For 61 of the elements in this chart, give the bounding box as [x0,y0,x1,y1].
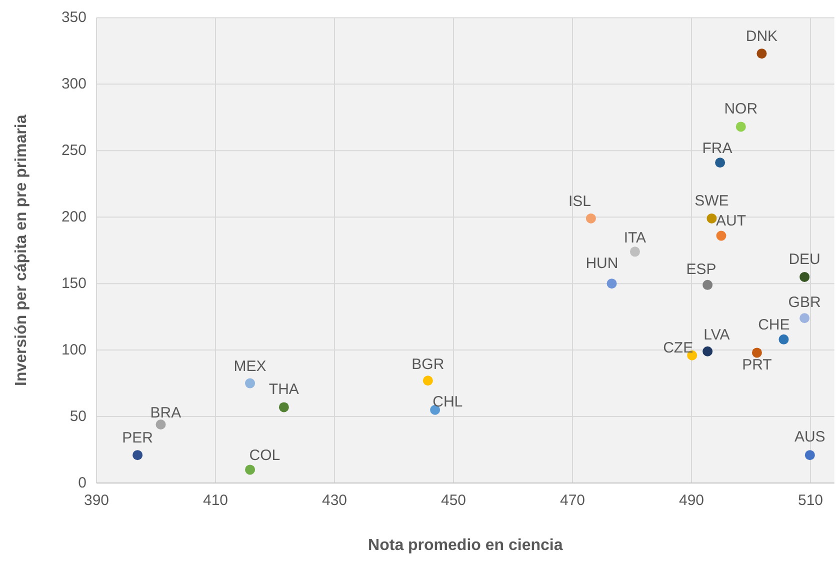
series-label: MEX [234,358,266,375]
series-label: CHL [432,394,463,411]
point [156,420,166,430]
series-label: COL [249,446,280,464]
point [278,402,289,412]
series-label: FRA [702,140,732,157]
series-label: ESP [686,260,716,278]
y-tick-label: 50 [70,408,86,426]
x-tick-label: 430 [322,492,348,509]
point [715,158,726,168]
point [778,334,789,344]
series-label: CZE [663,340,694,357]
series-label: PER [122,430,154,447]
point [630,246,640,257]
series-label: DEU [788,250,820,268]
x-axis-title: Nota promedio en ciencia [368,537,563,554]
y-tick-label: 200 [61,208,86,226]
point [245,378,256,388]
x-tick-label: 410 [202,492,228,509]
series-label: GBR [788,294,821,312]
y-tick-label: 150 [61,275,86,292]
point [606,278,617,289]
point [706,213,717,224]
series-label: CHE [758,316,790,334]
point [422,376,433,386]
series-label: SWE [694,192,729,210]
series-label: NOR [724,100,758,118]
point [800,272,810,282]
series-label: AUS [794,428,826,446]
y-tick-label: 300 [61,76,86,93]
y-tick-label: 350 [61,9,86,26]
point [586,213,596,224]
point [752,348,762,358]
y-tick-label: 100 [61,342,86,359]
point [702,280,713,290]
series-label: AUT [716,212,746,230]
series-label: ISL [568,193,592,210]
x-tick-label: 470 [560,492,586,509]
y-axis-title: Inversión per cápita en pre primaria [13,114,30,386]
series-label: LVA [704,326,730,344]
point [736,122,746,132]
point [716,230,726,241]
point [702,346,713,356]
series-label: DNK [746,28,778,46]
series-label: HUN [586,254,618,272]
point [804,450,815,460]
point [245,464,256,475]
point [756,48,767,59]
series-label: BGR [412,356,444,373]
point [132,450,143,460]
series-label: BRA [150,404,182,422]
point [800,313,810,324]
x-tick-label: 490 [678,492,704,509]
y-tick-label: 250 [61,142,86,160]
x-tick-label: 390 [84,492,110,509]
y-tick-label: 0 [78,474,86,492]
series-label: THA [268,381,299,398]
x-tick-label: 510 [798,492,824,509]
series-label: PRT [742,356,772,374]
x-tick-label: 450 [440,492,466,509]
series-label: ITA [624,230,646,247]
